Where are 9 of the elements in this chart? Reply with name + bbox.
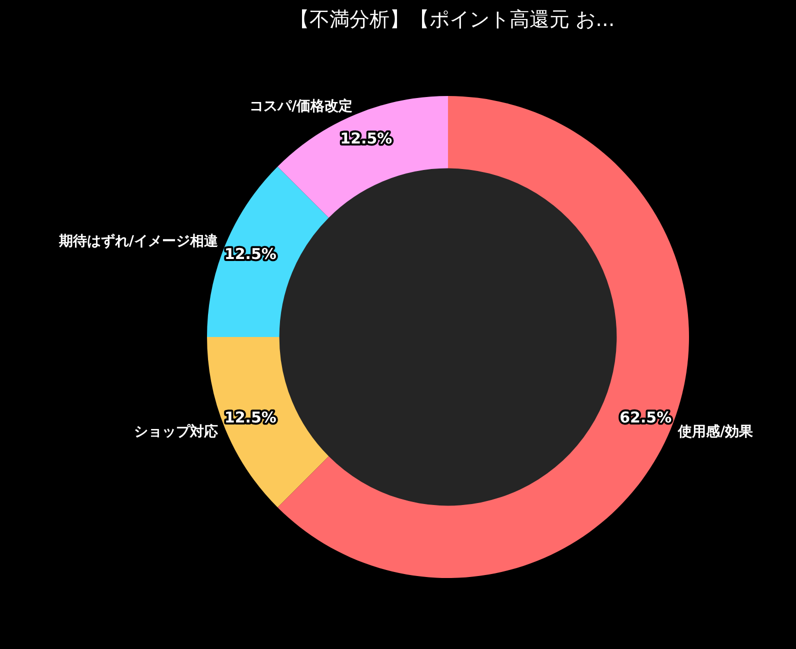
data-label: 62.5% — [620, 408, 672, 427]
chart-title: 【不満分析】【ポイント高還元 お... — [289, 7, 615, 32]
slice-label: 期待はずれ/イメージ相違 — [58, 233, 219, 250]
data-label: 12.5% — [224, 245, 276, 264]
slice-label: コスパ/価格改定 — [250, 98, 353, 115]
data-label: 12.5% — [224, 408, 276, 427]
slice-label: ショップ対応 — [134, 422, 218, 440]
data-label: 12.5% — [340, 129, 392, 148]
slice-label: 使用感/効果 — [677, 424, 754, 440]
